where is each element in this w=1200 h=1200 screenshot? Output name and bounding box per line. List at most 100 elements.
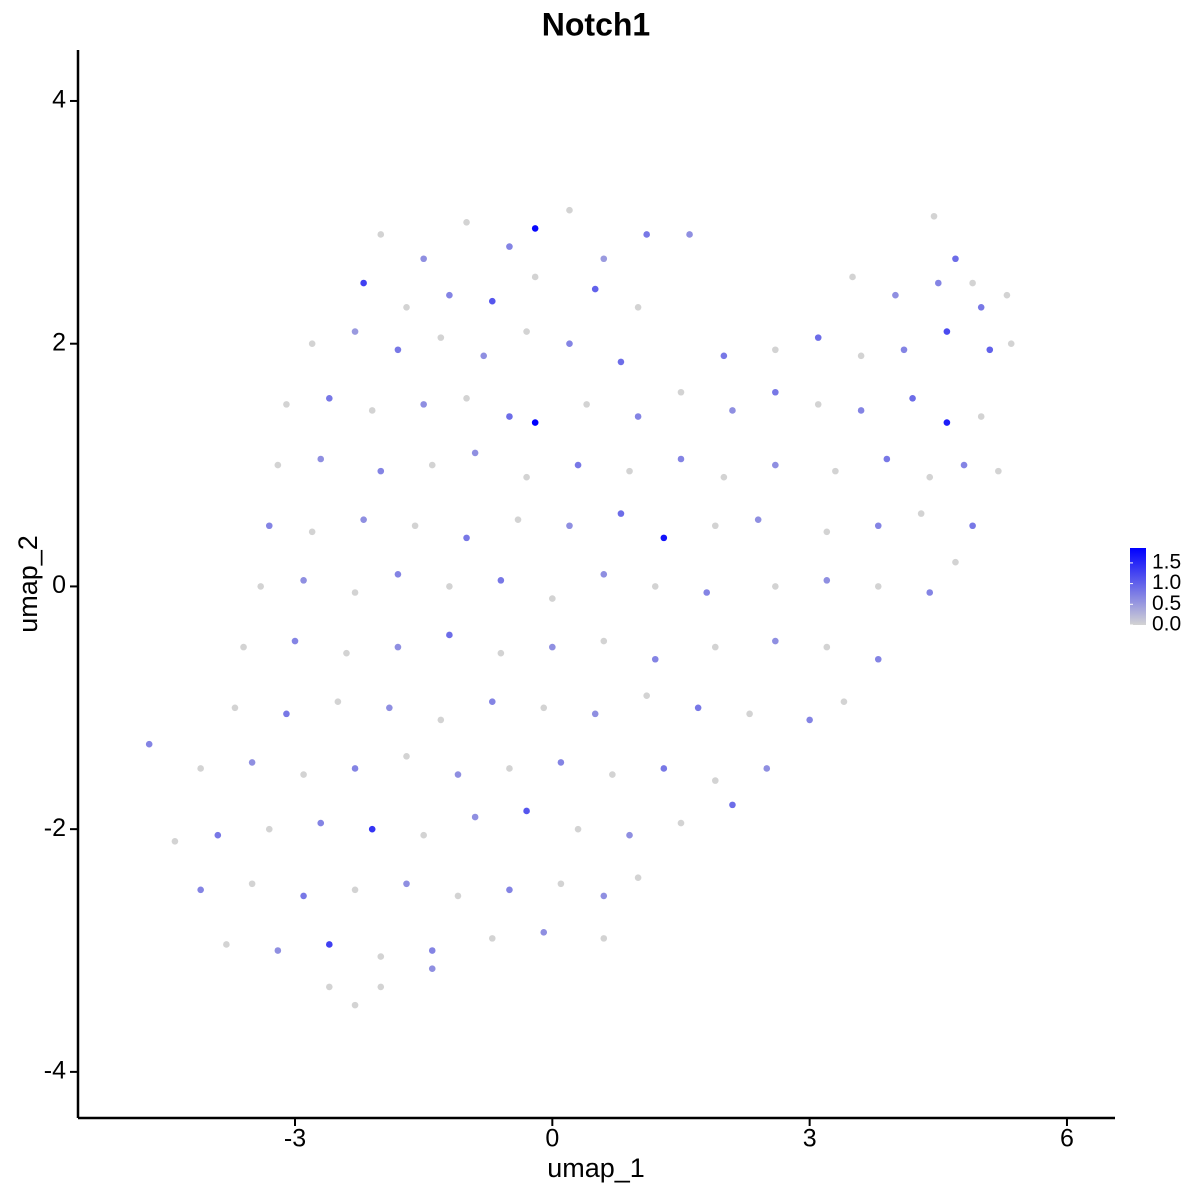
point [437,716,445,724]
point [995,467,1002,475]
y-tick-label: -2 [44,814,66,842]
point [677,388,685,396]
point [257,583,264,590]
point [874,583,882,590]
point [488,297,496,305]
point [506,886,513,894]
point [480,352,488,360]
point [772,583,779,590]
point [471,813,479,821]
point [591,710,599,718]
point [471,449,479,457]
point [223,941,230,948]
point [274,947,282,954]
point [377,983,385,991]
point [497,649,505,657]
colorbar-tick-label: 1.0 [1152,571,1181,594]
point [523,807,530,815]
point [917,510,925,517]
point [497,577,505,584]
point [857,352,865,360]
x-tick-label: 6 [1060,1125,1074,1153]
point [600,935,608,942]
point [420,831,427,839]
x-tick-label: 0 [545,1125,559,1153]
point [926,473,934,481]
point [857,407,865,414]
point [437,334,445,341]
point [428,965,436,973]
point [643,231,650,238]
point [351,765,359,772]
point [806,716,813,724]
point [849,273,856,281]
point [960,461,968,469]
point [651,655,659,663]
point [549,643,556,651]
point [926,589,934,596]
point [583,401,590,408]
point [300,577,307,584]
point [446,631,453,639]
point [523,473,530,481]
point [557,759,565,766]
colorbar [1130,548,1146,625]
point [772,388,779,396]
point [574,461,582,469]
point [540,704,548,712]
point [729,801,736,809]
point [694,704,702,712]
point [952,558,959,566]
point [360,279,367,287]
point [394,346,402,354]
point [446,291,453,299]
x-axis-label: umap_1 [547,1153,645,1183]
point [523,328,530,335]
point [763,765,771,772]
point [506,243,513,250]
point [874,522,882,530]
point [772,637,779,645]
point [420,401,427,408]
point [711,643,719,651]
point [1003,291,1011,299]
point [308,340,316,348]
point [566,522,573,530]
point [600,570,608,578]
y-tick-label: 2 [52,328,66,356]
point [274,461,282,469]
point [703,589,711,596]
point [454,771,462,778]
point [617,510,625,517]
point [969,279,976,287]
point [686,231,693,238]
point [300,892,307,900]
point [403,303,410,311]
point [368,407,376,414]
point [334,698,342,706]
point [900,346,908,354]
point [326,395,333,402]
point [488,935,496,942]
point [488,698,496,706]
point [351,589,359,596]
point [214,831,222,839]
point [463,219,470,226]
point [720,473,728,481]
colorbar-tick-label: 0.0 [1152,613,1181,636]
point [326,941,333,948]
colorbar-tick-label: 1.5 [1152,550,1181,573]
point [420,255,427,263]
point [660,765,668,772]
point [531,225,539,232]
point [283,401,290,408]
point [300,771,307,778]
point [840,698,848,706]
point [557,880,565,888]
point [626,831,633,839]
point [403,753,410,760]
point [634,874,642,881]
point [1007,340,1015,348]
point [823,643,831,651]
